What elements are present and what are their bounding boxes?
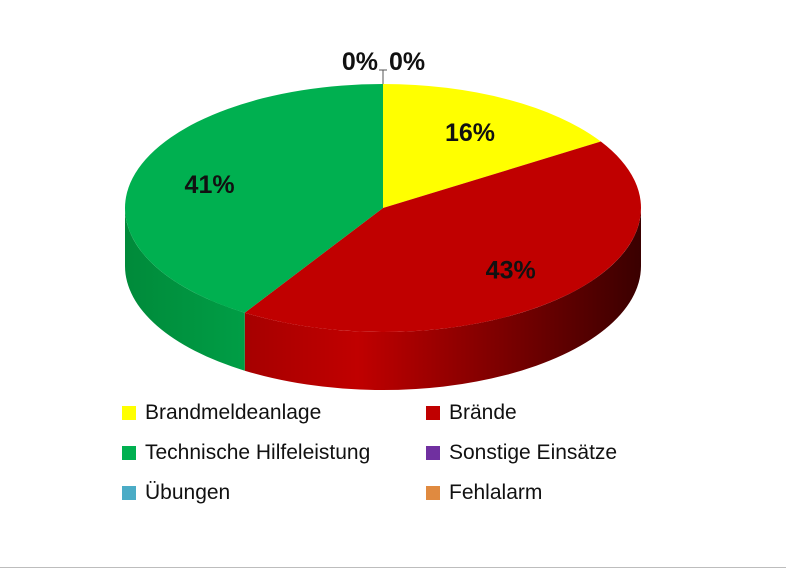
pie-sides <box>125 208 641 390</box>
pie-slice-technische-hilfeleistung <box>125 84 384 313</box>
legend-label: Technische Hilfeleistung <box>145 440 371 464</box>
legend-swatch <box>426 445 440 460</box>
legend-swatch <box>122 445 136 460</box>
legend-swatch <box>122 405 136 420</box>
data-label-technische-hilfeleistung: 41% <box>185 171 235 199</box>
legend-swatch <box>122 485 136 500</box>
data-label-sonstige-einsaetze: 0% <box>342 48 378 76</box>
data-label-braende: 43% <box>486 256 536 284</box>
chart-legend: Brandmeldeanlage Brände Technische Hilfele… <box>122 396 682 509</box>
pie-tops <box>125 84 641 332</box>
pie-side-technische-hilfeleistung <box>125 208 245 371</box>
legend-item-sonstige-einsaetze: Sonstige Einsätze <box>426 436 682 469</box>
legend-label: Brandmeldeanlage <box>145 400 322 424</box>
bottom-divider <box>0 567 786 568</box>
legend-item-braende: Brände <box>426 396 682 429</box>
legend-item-brandmeldeanlage: Brandmeldeanlage <box>122 396 426 429</box>
legend-item-fehlalarm: Fehlalarm <box>426 476 682 509</box>
legend-label: Fehlalarm <box>449 480 543 504</box>
legend-label: Brände <box>449 400 517 424</box>
data-label-brandmeldeanlage: 16% <box>445 119 495 147</box>
pie-slice-brandmeldeanlage <box>383 84 601 208</box>
legend-swatch <box>426 405 440 420</box>
legend-item-uebungen: Übungen <box>122 476 426 509</box>
pie-side-braende <box>244 208 641 390</box>
pie-slice-braende <box>244 141 641 332</box>
zero-slice-leader-line <box>379 69 387 84</box>
pie-labels: 16% 43% 41% 0% 0% <box>185 48 536 284</box>
legend-swatch <box>426 485 440 500</box>
data-label-uebungen: 0% <box>389 48 425 76</box>
legend-item-technische-hilfeleistung: Technische Hilfeleistung <box>122 436 426 469</box>
legend-label: Sonstige Einsätze <box>449 440 618 464</box>
legend-label: Übungen <box>145 480 231 504</box>
